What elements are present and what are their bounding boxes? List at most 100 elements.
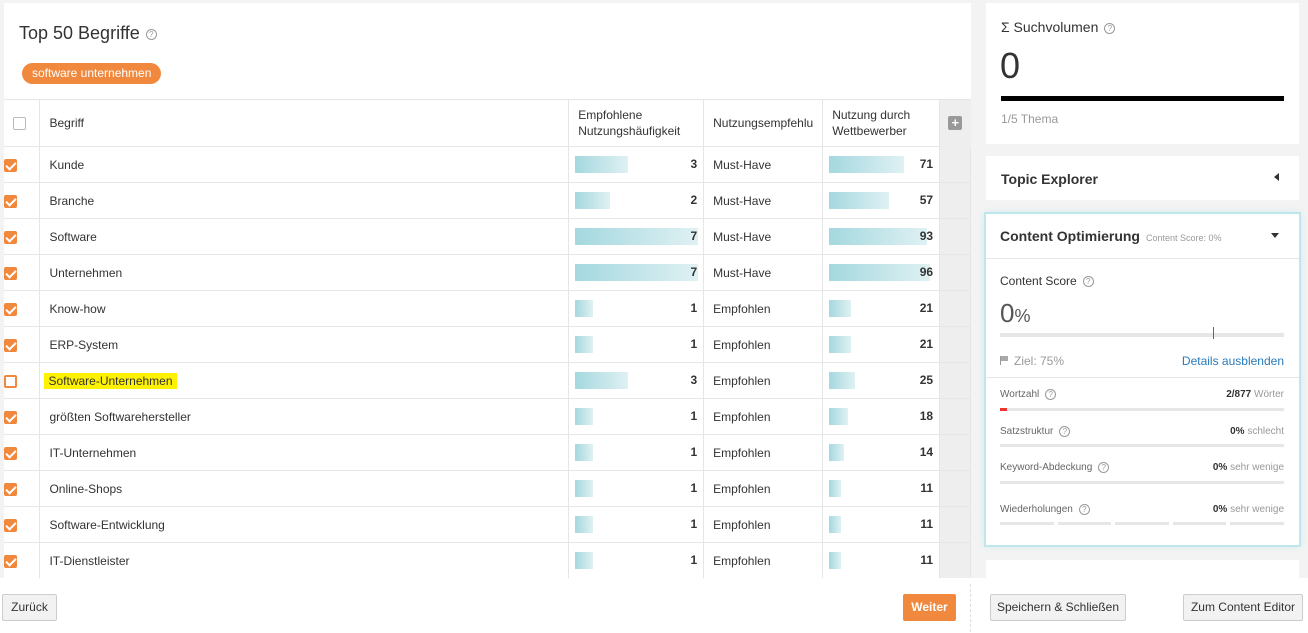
keyword-tag[interactable]: software unternehmen bbox=[22, 63, 162, 84]
help-icon[interactable]: ? bbox=[145, 28, 157, 40]
search-volume-title-text: Σ Suchvolumen bbox=[1001, 19, 1099, 35]
metric-label-text: Wortzahl bbox=[1000, 389, 1040, 401]
recommendation-cell: Empfohlen bbox=[703, 362, 824, 399]
term-cell: Software bbox=[39, 218, 570, 255]
frequency-value: 3 bbox=[690, 157, 698, 171]
frequency-value: 7 bbox=[690, 229, 698, 243]
row-checkbox[interactable] bbox=[4, 194, 17, 208]
metric-value: 0% bbox=[1230, 426, 1245, 437]
next-button[interactable]: Weiter bbox=[903, 594, 956, 621]
content-score-small: Content Score: 0% bbox=[1146, 233, 1222, 243]
content-optimization-title[interactable]: Content Optimierung Content Score: 0% bbox=[1000, 228, 1222, 244]
save-close-button[interactable]: Speichern & Schließen bbox=[990, 594, 1126, 621]
frequency-value: 1 bbox=[690, 301, 698, 315]
term-cell: Unternehmen bbox=[39, 254, 570, 291]
column-header-frequency[interactable]: Empfohlene Nutzungshäufigkeit bbox=[568, 99, 705, 147]
top-terms-panel: Top 50 Begriffe? software unternehmen Be… bbox=[4, 3, 971, 578]
back-button[interactable]: Zurück bbox=[2, 594, 57, 621]
frequency-cell: 1 bbox=[568, 398, 705, 435]
row-spacer bbox=[939, 326, 971, 363]
help-icon[interactable]: ? bbox=[1045, 389, 1057, 400]
frequency-cell: 1 bbox=[568, 542, 705, 578]
table-row: Know-how 1 Empfohlen 21 bbox=[4, 290, 971, 327]
competitor-bar bbox=[829, 156, 905, 173]
table-row: größten Softwarehersteller 1 Empfohlen 18 bbox=[4, 398, 971, 435]
row-checkbox[interactable] bbox=[4, 446, 17, 460]
row-checkbox[interactable] bbox=[4, 482, 17, 496]
content-optimization-card: Content Optimierung Content Score: 0% Con… bbox=[986, 214, 1299, 545]
competitor-value: 21 bbox=[919, 301, 934, 315]
add-column-cell: + bbox=[939, 99, 971, 147]
add-column-icon[interactable]: + bbox=[948, 116, 963, 131]
recommendation-cell: Empfohlen bbox=[703, 506, 824, 543]
content-score-label-text: Content Score bbox=[1000, 274, 1077, 288]
help-icon[interactable]: ? bbox=[1059, 426, 1071, 437]
row-checkbox-cell bbox=[4, 362, 41, 399]
frequency-bar bbox=[575, 192, 611, 209]
competitor-bar-wrap: 14 bbox=[829, 444, 933, 461]
frequency-cell: 1 bbox=[568, 506, 705, 543]
search-volume-subtitle: 1/5 Thema bbox=[1001, 112, 1059, 126]
competitor-bar bbox=[829, 516, 842, 533]
row-checkbox[interactable] bbox=[4, 302, 17, 316]
column-header-recommendation[interactable]: Nutzungsempfehlu bbox=[703, 99, 824, 147]
frequency-bar bbox=[575, 552, 594, 569]
row-checkbox[interactable] bbox=[4, 266, 17, 280]
row-checkbox[interactable] bbox=[4, 158, 17, 172]
table-header-row: Begriff Empfohlene Nutzungshäufigkeit Nu… bbox=[4, 99, 971, 147]
term-cell: Kunde bbox=[39, 146, 570, 183]
content-score-track bbox=[1000, 327, 1284, 339]
row-spacer bbox=[939, 254, 971, 291]
competitor-bar bbox=[829, 552, 842, 569]
term-cell: Software-Entwicklung bbox=[39, 506, 570, 543]
divider bbox=[986, 258, 1299, 259]
term-cell: IT-Dienstleister bbox=[39, 542, 570, 578]
row-checkbox[interactable] bbox=[4, 230, 17, 244]
row-checkbox[interactable] bbox=[4, 410, 17, 424]
row-checkbox[interactable] bbox=[4, 554, 17, 568]
content-score-unit: % bbox=[1014, 306, 1031, 326]
select-all-checkbox[interactable] bbox=[13, 117, 26, 131]
frequency-bar bbox=[575, 264, 699, 281]
row-checkbox[interactable] bbox=[4, 338, 17, 352]
column-header-term[interactable]: Begriff bbox=[39, 99, 570, 147]
frequency-cell: 2 bbox=[568, 182, 705, 219]
topic-explorer-card[interactable]: Topic Explorer bbox=[986, 156, 1299, 200]
competitor-cell: 11 bbox=[822, 542, 941, 578]
help-icon[interactable]: ? bbox=[1104, 22, 1116, 34]
competitor-bar-wrap: 11 bbox=[829, 480, 933, 497]
frequency-bar bbox=[575, 480, 594, 497]
column-header-competitors[interactable]: Nutzung durch Wettbewerber bbox=[822, 99, 941, 147]
competitor-value: 96 bbox=[919, 265, 934, 279]
hide-details-link[interactable]: Details ausblenden bbox=[1181, 354, 1284, 368]
metric-sentence-structure-track bbox=[1000, 444, 1284, 447]
term-cell: Online-Shops bbox=[39, 470, 570, 507]
frequency-value: 2 bbox=[690, 193, 698, 207]
row-spacer bbox=[939, 470, 971, 507]
expand-caret-icon[interactable] bbox=[1274, 173, 1279, 181]
frequency-bar-wrap: 1 bbox=[575, 516, 697, 533]
competitor-bar-wrap: 11 bbox=[829, 516, 933, 533]
competitor-value: 57 bbox=[919, 193, 934, 207]
table-row: ERP-System 1 Empfohlen 21 bbox=[4, 326, 971, 363]
recommendation-cell: Must-Have bbox=[703, 182, 824, 219]
row-checkbox[interactable] bbox=[4, 374, 17, 388]
term-text: IT-Unternehmen bbox=[49, 445, 137, 460]
footer-divider bbox=[970, 584, 971, 632]
metric-sentence-structure-label: Satzstruktur? bbox=[1000, 426, 1071, 437]
help-icon[interactable]: ? bbox=[1082, 276, 1094, 288]
help-icon[interactable]: ? bbox=[1098, 462, 1110, 473]
row-checkbox[interactable] bbox=[4, 518, 17, 532]
metric-suffix: sehr wenige bbox=[1230, 504, 1284, 515]
competitor-cell: 18 bbox=[822, 398, 941, 435]
help-icon[interactable]: ? bbox=[1078, 504, 1090, 515]
term-text: größten Softwarehersteller bbox=[49, 409, 191, 424]
row-checkbox-cell bbox=[4, 470, 41, 507]
frequency-bar bbox=[575, 372, 629, 389]
collapse-caret-icon[interactable] bbox=[1271, 233, 1279, 238]
competitor-value: 71 bbox=[919, 157, 934, 171]
row-spacer bbox=[939, 362, 971, 399]
metric-value: 2/877 bbox=[1226, 389, 1252, 400]
topic-explorer-title: Topic Explorer bbox=[1001, 171, 1098, 187]
content-editor-button[interactable]: Zum Content Editor bbox=[1183, 594, 1303, 621]
